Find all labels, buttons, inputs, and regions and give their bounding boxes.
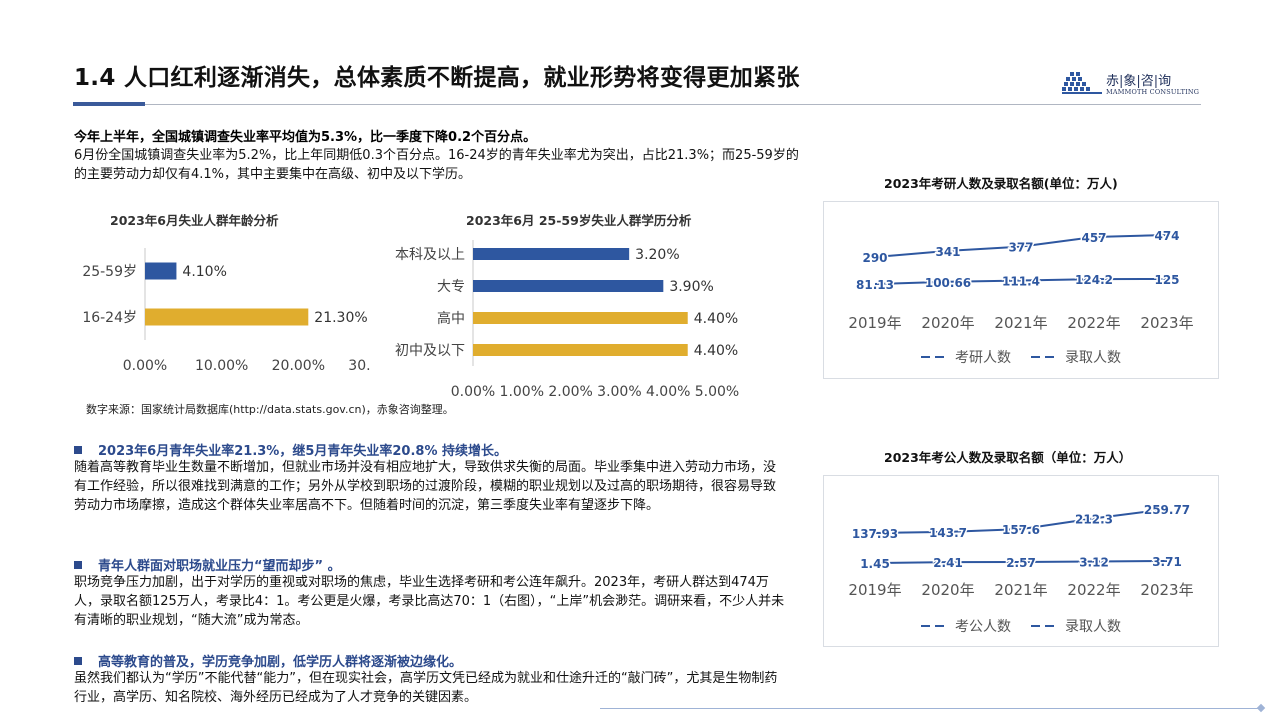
x-tick-label: 3.00% — [597, 384, 641, 400]
section-2-body: 职场竞争压力加剧，出于对学历的重视或对职场的焦虑，毕业生选择考研和考公连年飙升。… — [74, 575, 785, 628]
title-divider-accent — [73, 102, 145, 106]
data-label: 157.6 — [1002, 523, 1040, 537]
x-category-label: 2022年 — [1067, 581, 1120, 599]
bar — [473, 248, 630, 260]
x-category-label: 2023年 — [1140, 314, 1193, 332]
x-tick-label: 2.00% — [548, 384, 592, 400]
data-label: 1.45 — [860, 557, 890, 571]
bar-value-label: 3.20% — [635, 247, 679, 263]
bar-category-label: 高中 — [437, 310, 465, 327]
x-category-label: 2019年 — [848, 314, 901, 332]
section-1-body: 随着高等教育毕业生数量不断增加，但就业市场并没有相应地扩大，导致供求失衡的局面。… — [74, 460, 777, 513]
legend-label: 考研人数 — [955, 350, 1011, 366]
bullet-square-icon — [74, 446, 82, 454]
title-divider — [73, 104, 1201, 105]
bar-category-label: 本科及以上 — [395, 247, 465, 263]
bar-value-label: 21.30% — [314, 310, 367, 326]
logo-english-name: MAMMOTH CONSULTING — [1106, 88, 1200, 96]
x-category-label: 2022年 — [1067, 314, 1120, 332]
section-1-heading-text: 2023年6月青年失业率21.3%，继5月青年失业率20.8% 持续增长。 — [98, 444, 507, 459]
chart-kaoyan-title: 2023年考研人数及录取名额(单位：万人) — [884, 176, 1118, 191]
data-label: 2.41 — [933, 556, 963, 570]
data-label: 457 — [1081, 231, 1106, 245]
legend-label: 考公人数 — [955, 619, 1011, 635]
x-category-label: 2023年 — [1140, 581, 1193, 599]
chart-age-title: 2023年6月失业人群年龄分析 — [110, 213, 279, 228]
data-label: 212.3 — [1075, 512, 1113, 526]
x-category-label: 2020年 — [921, 581, 974, 599]
chart-age-svg: 25-59岁 4.10% 16-24岁 21.30% 0.00% 10.00% 20.00%… — [82, 248, 370, 374]
page-title: 1.4 人口红利逐渐消失，总体素质不断提高，就业形势将变得更加紧张 — [74, 65, 800, 91]
bar — [145, 262, 177, 280]
data-label: 137.93 — [852, 527, 898, 541]
chart-edu-svg: 本科及以上 3.20% 大专 3.90% 高中 4.40% 初中及以下 4.40% 0.00% 1… — [395, 240, 739, 400]
chart-kaoyan-box: 290 341 377 457 474 81.13 100.66 111.4 124.2 125 2… — [823, 201, 1219, 379]
x-tick-label: 1.00% — [500, 384, 544, 400]
x-category-label: 2021年 — [994, 581, 1047, 599]
x-tick-label: 20.00% — [272, 358, 325, 374]
data-label: 143.7 — [929, 526, 967, 540]
bar — [145, 308, 309, 326]
series-line — [874, 278, 1168, 285]
bar-value-label: 4.40% — [694, 343, 738, 359]
data-label: 259.77 — [1144, 503, 1190, 517]
x-tick-label: 30.00% — [348, 358, 370, 374]
data-label: 3.12 — [1079, 556, 1109, 570]
series-line — [874, 560, 1168, 564]
x-tick-label: 4.00% — [646, 384, 690, 400]
x-category-label: 2019年 — [848, 581, 901, 599]
data-label: 81.13 — [856, 278, 894, 292]
chart-kaogong-svg: 137.93 143.7 157.6 212.3 259.77 1.45 2.41 2.57 3… — [848, 502, 1193, 636]
intro-lead: 今年上半年，全国城镇调查失业率平均值为5.3%，比一季度下降0.2个百分点。 — [74, 130, 537, 145]
bar — [473, 280, 664, 292]
data-label: 290 — [862, 251, 887, 265]
section-3-body: 虽然我们都认为“学历”不能代替“能力”，但在现实社会，高学历文凭已经成为就业和仕… — [74, 671, 778, 705]
source-note: 数字来源：国家统计局数据库(http://data.stats.gov.cn)，… — [86, 403, 454, 416]
bar — [473, 344, 688, 356]
series-line — [874, 234, 1168, 258]
mammoth-logo-icon — [1062, 72, 1102, 94]
x-tick-label: 5.00% — [695, 384, 739, 400]
bar-category-label: 初中及以下 — [395, 342, 465, 359]
bullet-square-icon — [74, 561, 82, 569]
data-label: 474 — [1154, 229, 1179, 243]
bar-category-label: 25-59岁 — [82, 264, 137, 280]
series-line — [874, 508, 1168, 534]
data-label: 100.66 — [925, 276, 971, 290]
legend-label: 录取人数 — [1065, 619, 1121, 635]
data-label: 124.2 — [1075, 273, 1113, 287]
section-1-heading: 2023年6月青年失业率21.3%，继5月青年失业率20.8% 持续增长。 — [74, 440, 507, 459]
data-label: 377 — [1008, 241, 1033, 255]
x-tick-label: 0.00% — [123, 358, 167, 374]
bar-value-label: 4.40% — [694, 311, 738, 327]
bar-value-label: 3.90% — [669, 279, 713, 295]
intro-body: 6月份全国城镇调查失业率为5.2%，比上年同期低0.3个百分点。16-24岁的青… — [74, 148, 799, 182]
section-2-heading-text: 青年人群面对职场就业压力“望而却步” 。 — [98, 559, 341, 574]
chart-edu-title: 2023年6月 25-59岁失业人群学历分析 — [466, 213, 692, 228]
x-tick-label: 10.00% — [195, 358, 248, 374]
chart-kaoyan-svg: 290 341 377 457 474 81.13 100.66 111.4 124.2 125 2… — [848, 228, 1193, 367]
chart-kaogong-title: 2023年考公人数及录取名额（单位：万人） — [884, 450, 1132, 465]
x-category-label: 2020年 — [921, 314, 974, 332]
section-3-heading: 高等教育的普及，学历竞争加剧，低学历人群将逐渐被边缘化。 — [74, 651, 462, 670]
bar — [473, 312, 688, 324]
x-category-label: 2021年 — [994, 314, 1047, 332]
data-label: 2.57 — [1006, 556, 1036, 570]
legend-label: 录取人数 — [1065, 350, 1121, 366]
data-label: 341 — [935, 245, 960, 259]
data-label: 125 — [1154, 273, 1179, 287]
chart-kaogong-box: 137.93 143.7 157.6 212.3 259.77 1.45 2.41 2.57 3… — [823, 475, 1219, 647]
footer-line — [600, 708, 1260, 709]
x-tick-label: 0.00% — [451, 384, 495, 400]
bar-category-label: 大专 — [437, 279, 465, 295]
data-label: 3.71 — [1152, 555, 1182, 569]
bar-value-label: 4.10% — [182, 264, 226, 280]
section-3-heading-text: 高等教育的普及，学历竞争加剧，低学历人群将逐渐被边缘化。 — [98, 655, 463, 670]
bullet-square-icon — [74, 657, 82, 665]
section-2-heading: 青年人群面对职场就业压力“望而却步” 。 — [74, 555, 341, 574]
logo-chinese-name: 赤|象|咨|询 — [1106, 74, 1172, 89]
bar-category-label: 16-24岁 — [82, 310, 137, 326]
footer-diamond-icon — [1256, 703, 1266, 713]
data-label: 111.4 — [1002, 275, 1040, 289]
